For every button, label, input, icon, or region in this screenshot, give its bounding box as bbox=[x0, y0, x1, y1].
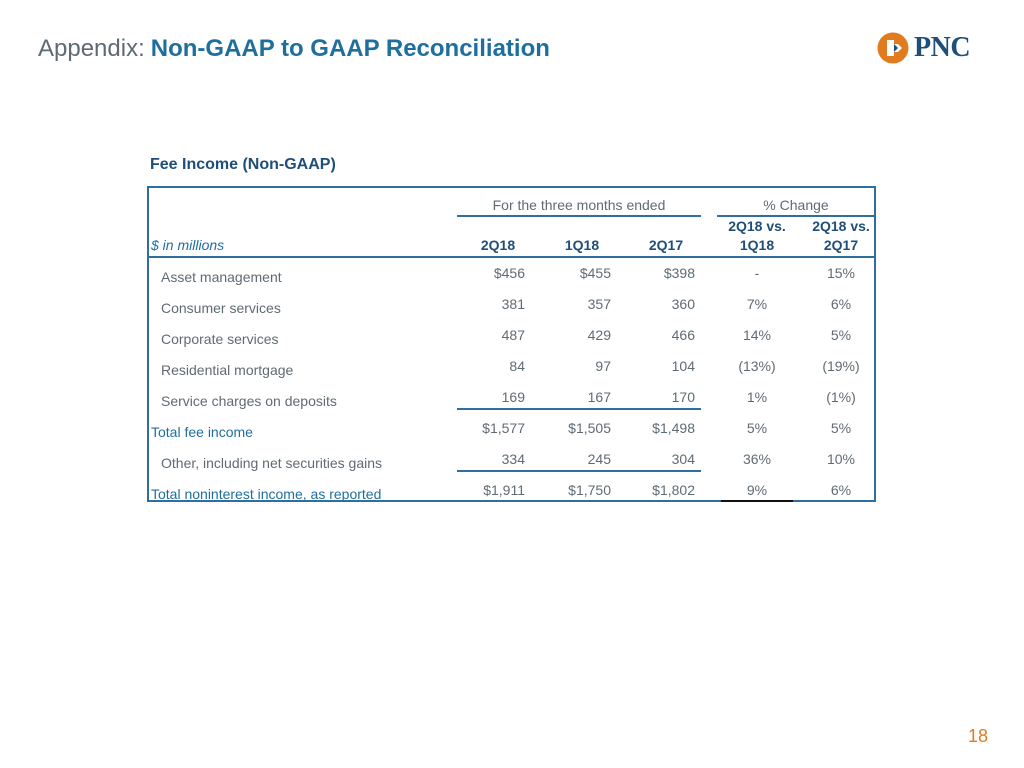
row-change: (13%) bbox=[738, 358, 776, 374]
row-label: Service charges on deposits bbox=[161, 393, 337, 409]
row-value: $1,750 bbox=[568, 482, 611, 498]
row-value: $398 bbox=[663, 265, 695, 281]
header-divider bbox=[149, 256, 874, 258]
row-value: 381 bbox=[501, 296, 525, 312]
row-value: 170 bbox=[671, 389, 695, 405]
units-label: $ in millions bbox=[151, 237, 225, 253]
row-change: (19%) bbox=[822, 358, 860, 374]
row-label: Asset management bbox=[161, 269, 282, 285]
pnc-logo: PNC bbox=[876, 30, 971, 66]
col-header-1q18: 1Q18 bbox=[564, 237, 600, 253]
change-col-1-header-line2: 1Q18 bbox=[739, 237, 775, 253]
row-value: 97 bbox=[595, 358, 611, 374]
section-title: Fee Income (Non-GAAP) bbox=[150, 156, 336, 173]
row-value: 169 bbox=[501, 389, 525, 405]
row-value: 334 bbox=[501, 451, 525, 467]
other-underline bbox=[457, 470, 701, 472]
row-value: 245 bbox=[587, 451, 611, 467]
period-header-underline bbox=[457, 215, 701, 217]
row-value: 429 bbox=[587, 327, 611, 343]
row-change: 5% bbox=[830, 420, 852, 436]
page-number: 18 bbox=[967, 726, 988, 746]
total-noninterest-income-label: Total noninterest income, as reported bbox=[151, 486, 382, 502]
row-value: $1,498 bbox=[652, 420, 695, 436]
logo-wordmark: PNC bbox=[914, 32, 971, 63]
row-change: 5% bbox=[746, 420, 768, 436]
row-value: $1,505 bbox=[568, 420, 611, 436]
row-change: 14% bbox=[742, 327, 772, 343]
row-value: $456 bbox=[493, 265, 525, 281]
row-change: 6% bbox=[830, 296, 852, 312]
row-label: Residential mortgage bbox=[161, 362, 294, 378]
col-header-2q17: 2Q17 bbox=[648, 237, 684, 253]
row-value: 84 bbox=[509, 358, 525, 374]
row-value: $1,577 bbox=[482, 420, 525, 436]
change-col-1-header-line1: 2Q18 vs. bbox=[728, 218, 786, 234]
row-value: 487 bbox=[501, 327, 525, 343]
row-change: 9% bbox=[746, 482, 768, 498]
row-change: (1%) bbox=[826, 389, 856, 405]
row-value: 466 bbox=[671, 327, 695, 343]
row-change: 5% bbox=[830, 327, 852, 343]
row-value: $455 bbox=[579, 265, 611, 281]
fee-income-table: For the three months ended % Change 2Q18… bbox=[147, 186, 876, 502]
title-prefix: Appendix: bbox=[38, 35, 145, 62]
row-change: 36% bbox=[742, 451, 772, 467]
change-col-2-header-line1: 2Q18 vs. bbox=[812, 218, 870, 234]
row-label: Other, including net securities gains bbox=[161, 455, 383, 471]
row-value: 360 bbox=[671, 296, 695, 312]
pnc-diamond-logo-icon bbox=[877, 32, 909, 64]
row-value: $1,802 bbox=[652, 482, 695, 498]
col-header-2q18: 2Q18 bbox=[480, 237, 516, 253]
page-title: Appendix: Non-GAAP to GAAP Reconciliation bbox=[38, 34, 550, 64]
total-fee-income-label: Total fee income bbox=[151, 424, 253, 440]
change-group-header: % Change bbox=[763, 197, 829, 213]
row-value: 104 bbox=[671, 358, 695, 374]
row-change: 10% bbox=[826, 451, 856, 467]
change-col-2-header-line2: 2Q17 bbox=[823, 237, 859, 253]
row-value: $1,911 bbox=[483, 482, 525, 498]
title-main: Non-GAAP to GAAP Reconciliation bbox=[150, 35, 550, 62]
row-value: 167 bbox=[587, 389, 611, 405]
row-change: 1% bbox=[746, 389, 768, 405]
row-change: 15% bbox=[826, 265, 856, 281]
change-header-underline bbox=[717, 215, 875, 217]
subtotal-underline bbox=[457, 408, 701, 410]
period-group-header: For the three months ended bbox=[492, 197, 666, 213]
row-value: 357 bbox=[587, 296, 611, 312]
row-change: 6% bbox=[830, 482, 852, 498]
row-value: 304 bbox=[671, 451, 695, 467]
row-label: Corporate services bbox=[161, 331, 279, 347]
row-change: 7% bbox=[746, 296, 768, 312]
bottom-accent-line bbox=[721, 500, 793, 502]
row-label: Consumer services bbox=[161, 300, 281, 316]
row-change: - bbox=[754, 265, 760, 281]
